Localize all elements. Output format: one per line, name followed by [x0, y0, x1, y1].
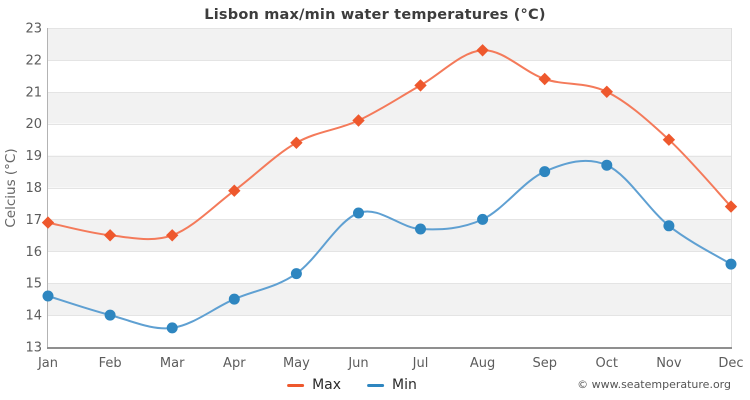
x-tick-label-mar: Mar — [160, 356, 185, 371]
marker-max-jan[interactable] — [41, 216, 55, 229]
x-tick-label-jan: Jan — [37, 356, 58, 371]
plot-layers: 13 14 15 16 17 18 19 20 21 22 23 Jan Feb Mar Apr May Jun… — [25, 22, 743, 372]
legend-item-max[interactable]: Max — [287, 377, 341, 393]
y-tick-label-22: 22 — [25, 53, 42, 68]
x-tick-label-dec: Dec — [718, 356, 743, 371]
x-tick-label-apr: Apr — [223, 356, 246, 371]
y-tick-label-15: 15 — [25, 277, 42, 292]
marker-max-nov[interactable] — [662, 133, 676, 146]
x-tick-label-jul: Jul — [412, 356, 429, 371]
x-tick-label-oct: Oct — [596, 356, 618, 371]
marker-max-jul[interactable] — [414, 79, 427, 92]
marker-min-mar[interactable] — [166, 322, 178, 334]
y-tick-label-17: 17 — [25, 213, 42, 228]
x-tick-label-nov: Nov — [656, 356, 682, 371]
marker-max-feb[interactable] — [103, 229, 117, 242]
marker-max-aug[interactable] — [476, 44, 489, 57]
plot-band — [48, 283, 731, 316]
marker-min-may[interactable] — [290, 268, 302, 280]
x-tick-label-aug: Aug — [470, 356, 495, 371]
y-tick-label-20: 20 — [25, 117, 42, 132]
marker-max-jun[interactable] — [352, 114, 365, 127]
marker-min-oct[interactable] — [601, 159, 613, 171]
chart-title: Lisbon max/min water temperatures (°C) — [204, 7, 546, 23]
marker-min-jul[interactable] — [415, 223, 426, 235]
marker-min-dec[interactable] — [725, 258, 737, 270]
plot-band — [48, 219, 731, 252]
marker-min-apr[interactable] — [228, 293, 240, 305]
plot-band — [48, 28, 731, 60]
y-tick-label-23: 23 — [25, 22, 42, 37]
legend-item-min[interactable]: Min — [367, 377, 417, 393]
marker-max-apr[interactable] — [228, 184, 241, 197]
x-tick-label-sep: Sep — [532, 356, 557, 371]
y-tick-label-18: 18 — [25, 181, 42, 196]
marker-max-may[interactable] — [290, 136, 303, 149]
y-tick-label-21: 21 — [25, 85, 42, 100]
legend: Max Min — [287, 377, 417, 393]
legend-dash-min-icon — [367, 383, 385, 387]
marker-min-aug[interactable] — [477, 213, 489, 225]
legend-dash-max-icon — [287, 383, 305, 387]
marker-max-sep[interactable] — [538, 72, 551, 86]
y-tick-label-14: 14 — [25, 309, 42, 324]
marker-max-oct[interactable] — [600, 85, 613, 98]
marker-max-dec[interactable] — [724, 200, 738, 213]
copyright-link[interactable]: © www.seatemperature.org — [577, 378, 731, 391]
marker-max-mar[interactable] — [166, 229, 179, 242]
legend-label-min: Min — [392, 377, 417, 393]
y-tick-label-13: 13 — [25, 341, 42, 356]
x-tick-label-jun: Jun — [347, 356, 368, 371]
legend-label-max: Max — [312, 377, 342, 393]
y-tick-label-19: 19 — [25, 149, 42, 164]
x-tick-label-feb: Feb — [99, 356, 122, 371]
marker-min-nov[interactable] — [663, 220, 675, 232]
y-axis-title: Celcius (°C) — [3, 148, 19, 227]
plot-band — [48, 91, 731, 124]
marker-min-sep[interactable] — [539, 166, 551, 178]
marker-min-feb[interactable] — [104, 309, 116, 321]
y-tick-label-16: 16 — [25, 245, 42, 260]
x-tick-label-may: May — [283, 356, 310, 371]
marker-min-jun[interactable] — [353, 207, 364, 219]
series-line-max — [47, 49, 732, 241]
marker-min-jan[interactable] — [42, 290, 54, 302]
